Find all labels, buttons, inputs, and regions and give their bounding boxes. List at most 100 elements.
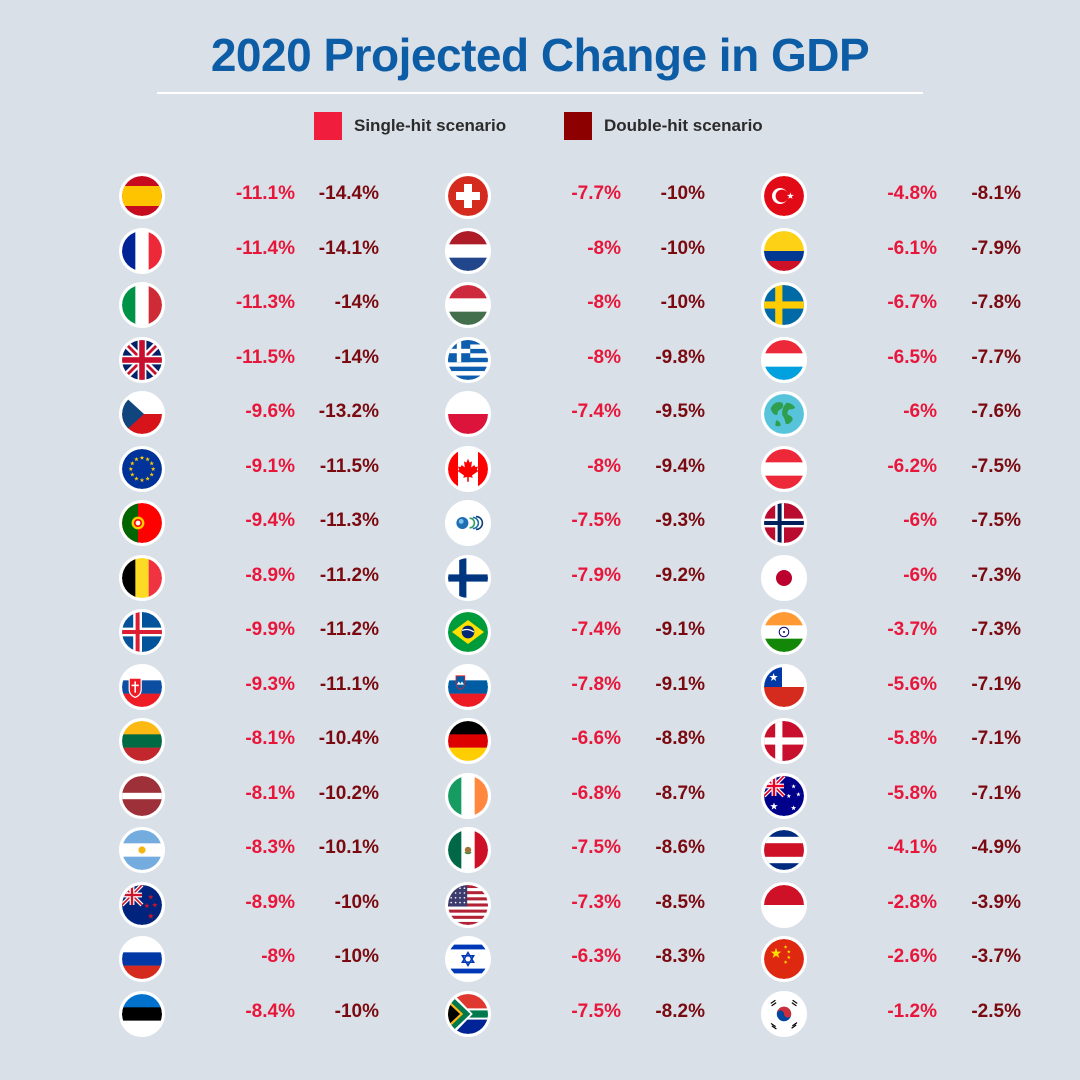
double-hit-value: -8.7%	[655, 782, 705, 804]
single-hit-value: -6%	[903, 510, 937, 531]
indonesia-flag-icon	[761, 881, 807, 928]
usa-flag-icon	[445, 881, 491, 928]
legend-label-double: Double-hit scenario	[604, 116, 763, 135]
single-hit-value: -7.5%	[571, 837, 621, 858]
single-hit-value: -9.1%	[245, 455, 295, 477]
double-hit-value: -10.1%	[318, 837, 379, 858]
double-hit-value: -7.3%	[971, 619, 1021, 640]
table-row: -5.6% -7.1%	[761, 660, 1021, 715]
table-row: -3.7% -7.3%	[761, 605, 1021, 660]
australia-flag-icon	[761, 772, 807, 819]
double-hit-value: -7.5%	[971, 510, 1021, 531]
double-hit-value: -10%	[334, 1000, 379, 1022]
double-hit-value: -10%	[334, 891, 379, 913]
single-hit-value: -9.4%	[245, 510, 295, 531]
double-hit-value: -9.1%	[655, 619, 705, 640]
canada-flag-icon	[445, 445, 491, 492]
double-hit-value: -3.7%	[971, 946, 1021, 967]
single-hit-value: -8%	[587, 455, 621, 477]
single-hit-value: -1.2%	[887, 1000, 937, 1022]
world-globe-icon	[761, 391, 807, 437]
table-row: -7.8% -9.1%	[445, 660, 705, 715]
double-hit-value: -8.3%	[655, 946, 705, 967]
finland-flag-icon	[445, 554, 491, 601]
table-row: -11.4% -14.1%	[119, 224, 379, 279]
single-hit-value: -9.6%	[245, 401, 295, 422]
france-flag-icon	[119, 227, 165, 274]
table-row: -11.3% -14%	[119, 278, 379, 333]
table-row: -6.7% -7.8%	[761, 278, 1021, 333]
eu-flag-icon	[119, 445, 165, 492]
portugal-flag-icon	[119, 500, 165, 546]
single-hit-value: -2.6%	[887, 946, 937, 967]
table-row: -1.2% -2.5%	[761, 987, 1021, 1042]
single-hit-value: -8%	[587, 237, 621, 259]
table-row: -8% -10%	[119, 932, 379, 987]
table-row: -8% -10%	[445, 224, 705, 279]
single-hit-value: -6.3%	[571, 946, 621, 967]
double-hit-value: -8.1%	[971, 183, 1021, 204]
single-hit-value: -8.9%	[245, 891, 295, 913]
new-zealand-flag-icon	[119, 881, 165, 928]
table-row: -8.3% -10.1%	[119, 823, 379, 878]
double-hit-value: -4.9%	[971, 837, 1021, 858]
table-row: -9.1% -11.5%	[119, 442, 379, 497]
single-hit-value: -11.4%	[235, 237, 295, 259]
poland-flag-icon	[445, 391, 491, 437]
double-hit-value: -9.2%	[655, 564, 705, 586]
slovenia-flag-icon	[445, 663, 491, 710]
table-row: -7.5% -8.2%	[445, 987, 705, 1042]
single-hit-value: -8%	[587, 292, 621, 313]
colombia-flag-icon	[761, 227, 807, 274]
table-row: -4.1% -4.9%	[761, 823, 1021, 878]
double-hit-value: -9.8%	[655, 346, 705, 368]
iceland-flag-icon	[119, 609, 165, 655]
single-hit-value: -7.5%	[571, 1000, 621, 1022]
table-row: -9.3% -11.1%	[119, 660, 379, 715]
table-row: -7.5% -9.3%	[445, 496, 705, 551]
double-hit-value: -11.3%	[319, 510, 379, 531]
double-hit-value: -10%	[334, 946, 379, 967]
single-hit-value: -4.1%	[887, 837, 937, 858]
single-hit-value: -9.3%	[245, 673, 295, 695]
uk-flag-icon	[119, 336, 165, 383]
table-row: -2.6% -3.7%	[761, 932, 1021, 987]
table-row: -6.3% -8.3%	[445, 932, 705, 987]
table-row: -6% -7.6%	[761, 387, 1021, 442]
norway-flag-icon	[761, 500, 807, 546]
table-row: -5.8% -7.1%	[761, 769, 1021, 824]
page-title: 2020 Projected Change in GDP	[210, 29, 870, 81]
table-row: -9.9% -11.2%	[119, 605, 379, 660]
double-hit-value: -7.8%	[971, 292, 1021, 313]
double-hit-value: -7.6%	[971, 401, 1021, 422]
double-hit-value: -10%	[660, 183, 705, 204]
oecd-flag-icon	[445, 500, 491, 546]
double-hit-value: -7.1%	[971, 673, 1021, 695]
single-hit-value: -8.3%	[245, 837, 295, 858]
single-hit-value: -11.1%	[235, 183, 295, 204]
table-row: -6.2% -7.5%	[761, 442, 1021, 497]
ireland-flag-icon	[445, 772, 491, 819]
single-hit-value: -5.8%	[887, 782, 937, 804]
russia-flag-icon	[119, 936, 165, 982]
single-hit-value: -7.3%	[571, 891, 621, 913]
single-hit-value: -6.5%	[887, 346, 937, 368]
italy-flag-icon	[119, 282, 165, 328]
single-hit-value: -8.4%	[245, 1000, 295, 1022]
single-hit-value: -6%	[903, 564, 937, 586]
table-row: -9.6% -13.2%	[119, 387, 379, 442]
single-hit-value: -8%	[587, 346, 621, 368]
single-hit-value: -5.8%	[887, 728, 937, 749]
double-hit-value: -8.8%	[655, 728, 705, 749]
table-row: -7.4% -9.5%	[445, 387, 705, 442]
table-row: -11.1% -14.4%	[119, 169, 379, 224]
single-hit-value: -8%	[261, 946, 295, 967]
double-hit-value: -8.2%	[655, 1000, 705, 1022]
double-hit-value: -7.9%	[971, 237, 1021, 259]
double-hit-value: -8.6%	[655, 837, 705, 858]
double-hit-value: -9.3%	[655, 510, 705, 531]
hungary-flag-icon	[445, 282, 491, 328]
table-row: -7.7% -10%	[445, 169, 705, 224]
double-hit-value: -11.5%	[319, 455, 379, 477]
double-hit-value: -7.1%	[971, 782, 1021, 804]
